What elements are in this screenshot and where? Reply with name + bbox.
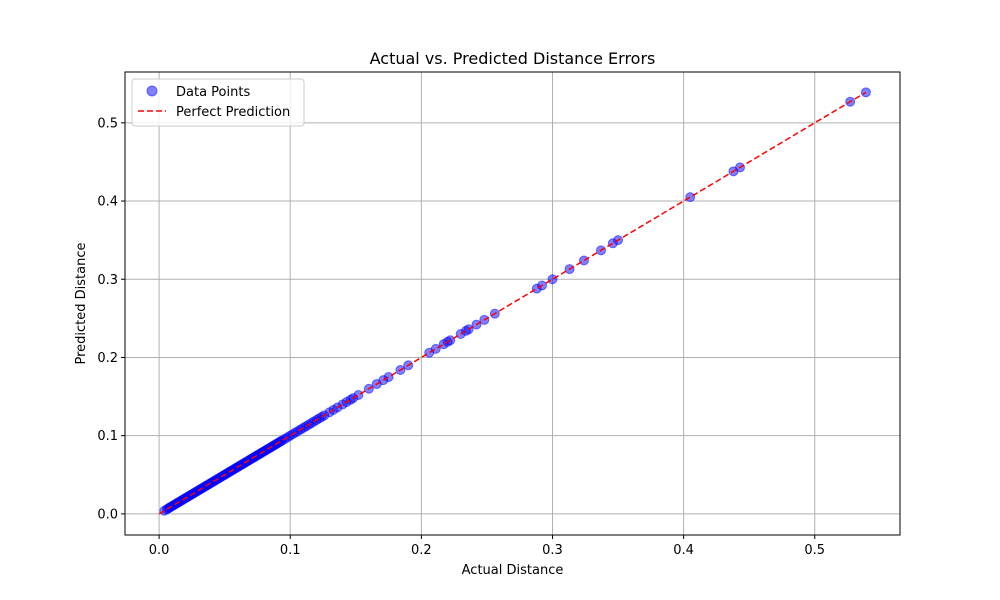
data-point bbox=[685, 192, 696, 203]
grid-lines bbox=[125, 72, 900, 535]
data-point bbox=[860, 87, 871, 98]
x-tick-label: 0.5 bbox=[804, 543, 825, 558]
plot-frame bbox=[124, 71, 901, 536]
data-point bbox=[353, 390, 364, 401]
perfect-prediction-layer bbox=[158, 91, 867, 515]
y-tick-label: 0.2 bbox=[97, 351, 118, 366]
y-axis-label: Predicted Distance bbox=[74, 242, 89, 364]
y-tick-label: 0.0 bbox=[97, 507, 118, 522]
axis-ticks: 0.0 0.1 0.2 0.3 0.4 0.5 0.0 0.1 0.2 0.3 0.4 0.5 bbox=[97, 116, 825, 558]
legend: Data Points Perfect Prediction bbox=[131, 78, 305, 127]
legend-label-data-points: Data Points bbox=[176, 85, 250, 100]
legend-box bbox=[131, 78, 305, 127]
data-point bbox=[578, 255, 589, 266]
perfect-prediction-line bbox=[158, 91, 867, 515]
x-axis-label: Actual Distance bbox=[462, 563, 564, 578]
x-tick-label: 0.3 bbox=[542, 543, 563, 558]
x-tick-label: 0.0 bbox=[149, 543, 170, 558]
y-tick-label: 0.3 bbox=[97, 273, 118, 288]
legend-label-perfect-prediction: Perfect Prediction bbox=[176, 105, 290, 120]
y-tick-label: 0.4 bbox=[97, 195, 118, 210]
data-point bbox=[430, 343, 441, 354]
y-tick-label: 0.5 bbox=[97, 116, 118, 131]
x-tick-label: 0.1 bbox=[280, 543, 301, 558]
x-tick-label: 0.2 bbox=[411, 543, 432, 558]
data-point bbox=[383, 372, 394, 383]
chart-title: Actual vs. Predicted Distance Errors bbox=[370, 49, 656, 68]
x-tick-label: 0.4 bbox=[673, 543, 694, 558]
data-points bbox=[159, 87, 871, 516]
data-point bbox=[547, 274, 558, 285]
legend-marker-data-points bbox=[146, 85, 158, 97]
y-tick-label: 0.1 bbox=[97, 429, 118, 444]
